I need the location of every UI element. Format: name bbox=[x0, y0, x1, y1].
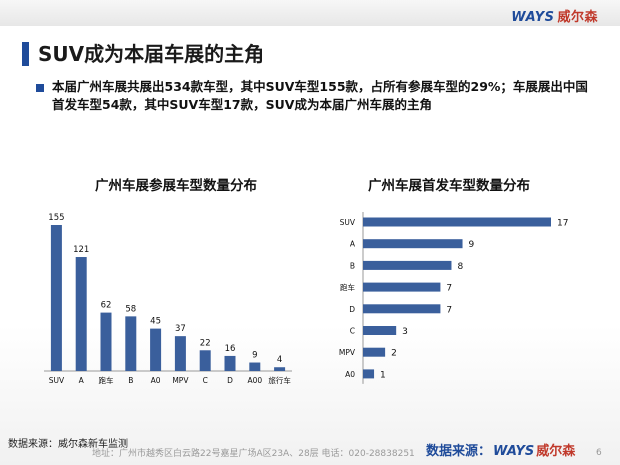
hdata-label-7: 1 bbox=[380, 370, 386, 380]
htick-label-6: MPV bbox=[339, 348, 356, 357]
hdata-label-1: 9 bbox=[469, 240, 475, 250]
page-title: SUV成为本届车展的主角 bbox=[38, 42, 265, 66]
data-label-9: 4 bbox=[277, 355, 282, 365]
bar-7 bbox=[224, 355, 236, 371]
bar-5 bbox=[174, 336, 186, 371]
bullet-square-icon bbox=[36, 84, 44, 92]
tick-label-6: C bbox=[203, 376, 208, 385]
footer-source-logo: 数据来源： WAYS 威尔森 bbox=[426, 440, 575, 459]
bar-9 bbox=[274, 367, 286, 371]
title-accent-bar bbox=[22, 42, 29, 66]
data-label-2: 62 bbox=[101, 301, 112, 311]
data-label-3: 58 bbox=[125, 304, 136, 314]
footer-address: 地址：广州市越秀区白云路22号嘉星广场A区23A、28层 电话：020-2883… bbox=[92, 449, 415, 459]
htick-label-7: A0 bbox=[345, 370, 355, 379]
footer-source-prefix: 数据来源： bbox=[426, 444, 492, 459]
hdata-label-2: 8 bbox=[457, 262, 463, 272]
data-label-1: 121 bbox=[73, 245, 89, 255]
footer-brand: WAYS bbox=[493, 444, 535, 459]
hbar-6 bbox=[363, 347, 386, 357]
logo-brand-text: WAYS bbox=[511, 10, 555, 25]
hbar-2 bbox=[363, 260, 452, 270]
bar-3 bbox=[125, 316, 137, 371]
hdata-label-6: 2 bbox=[391, 349, 397, 359]
hbar-1 bbox=[363, 239, 463, 249]
tick-label-4: A0 bbox=[151, 376, 161, 385]
tick-label-7: D bbox=[227, 376, 233, 385]
data-label-6: 22 bbox=[200, 338, 211, 348]
brand-logo: WAYS 威尔森 bbox=[511, 6, 598, 25]
right-chart-title: 广州车展首发车型数量分布 bbox=[368, 178, 530, 194]
page-number: 6 bbox=[596, 448, 602, 458]
data-label-7: 16 bbox=[225, 344, 236, 354]
htick-label-4: D bbox=[349, 305, 355, 314]
bar-6 bbox=[199, 350, 211, 371]
bar-0 bbox=[50, 225, 62, 371]
tick-label-0: SUV bbox=[49, 376, 65, 385]
top-banner bbox=[0, 0, 620, 26]
hbar-3 bbox=[363, 282, 441, 292]
hbar-5 bbox=[363, 326, 397, 335]
hdata-label-3: 7 bbox=[446, 284, 452, 294]
footer-brand-cn: 威尔森 bbox=[536, 444, 576, 459]
hdata-label-0: 17 bbox=[557, 219, 568, 229]
hbar-0 bbox=[363, 217, 551, 227]
hdata-label-4: 7 bbox=[446, 305, 452, 315]
data-label-8: 9 bbox=[252, 351, 257, 361]
hdata-label-5: 3 bbox=[402, 327, 408, 337]
tick-label-8: A00 bbox=[247, 376, 262, 385]
tick-label-3: B bbox=[128, 376, 133, 385]
left-chart-title: 广州车展参展车型数量分布 bbox=[95, 178, 257, 194]
source-note: 数据来源：威尔森新车监测 bbox=[8, 439, 128, 450]
htick-label-0: SUV bbox=[340, 218, 356, 227]
bar-8 bbox=[249, 362, 261, 371]
bar-1 bbox=[75, 257, 87, 371]
htick-label-2: B bbox=[350, 261, 355, 270]
htick-label-1: A bbox=[350, 240, 356, 249]
htick-label-3: 跑车 bbox=[340, 282, 355, 292]
bar-4 bbox=[150, 328, 162, 371]
bar-2 bbox=[100, 312, 112, 371]
logo-cn-text: 威尔森 bbox=[557, 10, 598, 25]
hbar-7 bbox=[363, 369, 375, 379]
summary-bullet: 本届广州车展共展出534款车型，其中SUV车型155款，占所有参展车型的29%；… bbox=[52, 79, 588, 112]
data-label-0: 155 bbox=[48, 213, 64, 223]
tick-label-5: MPV bbox=[172, 376, 189, 385]
tick-label-2: 跑车 bbox=[99, 375, 114, 385]
hbar-4 bbox=[363, 304, 441, 314]
tick-label-9: 旅行车 bbox=[268, 375, 291, 385]
htick-label-5: C bbox=[350, 327, 355, 336]
data-label-4: 45 bbox=[150, 317, 161, 327]
tick-label-1: A bbox=[79, 376, 85, 385]
data-label-5: 37 bbox=[175, 324, 186, 334]
